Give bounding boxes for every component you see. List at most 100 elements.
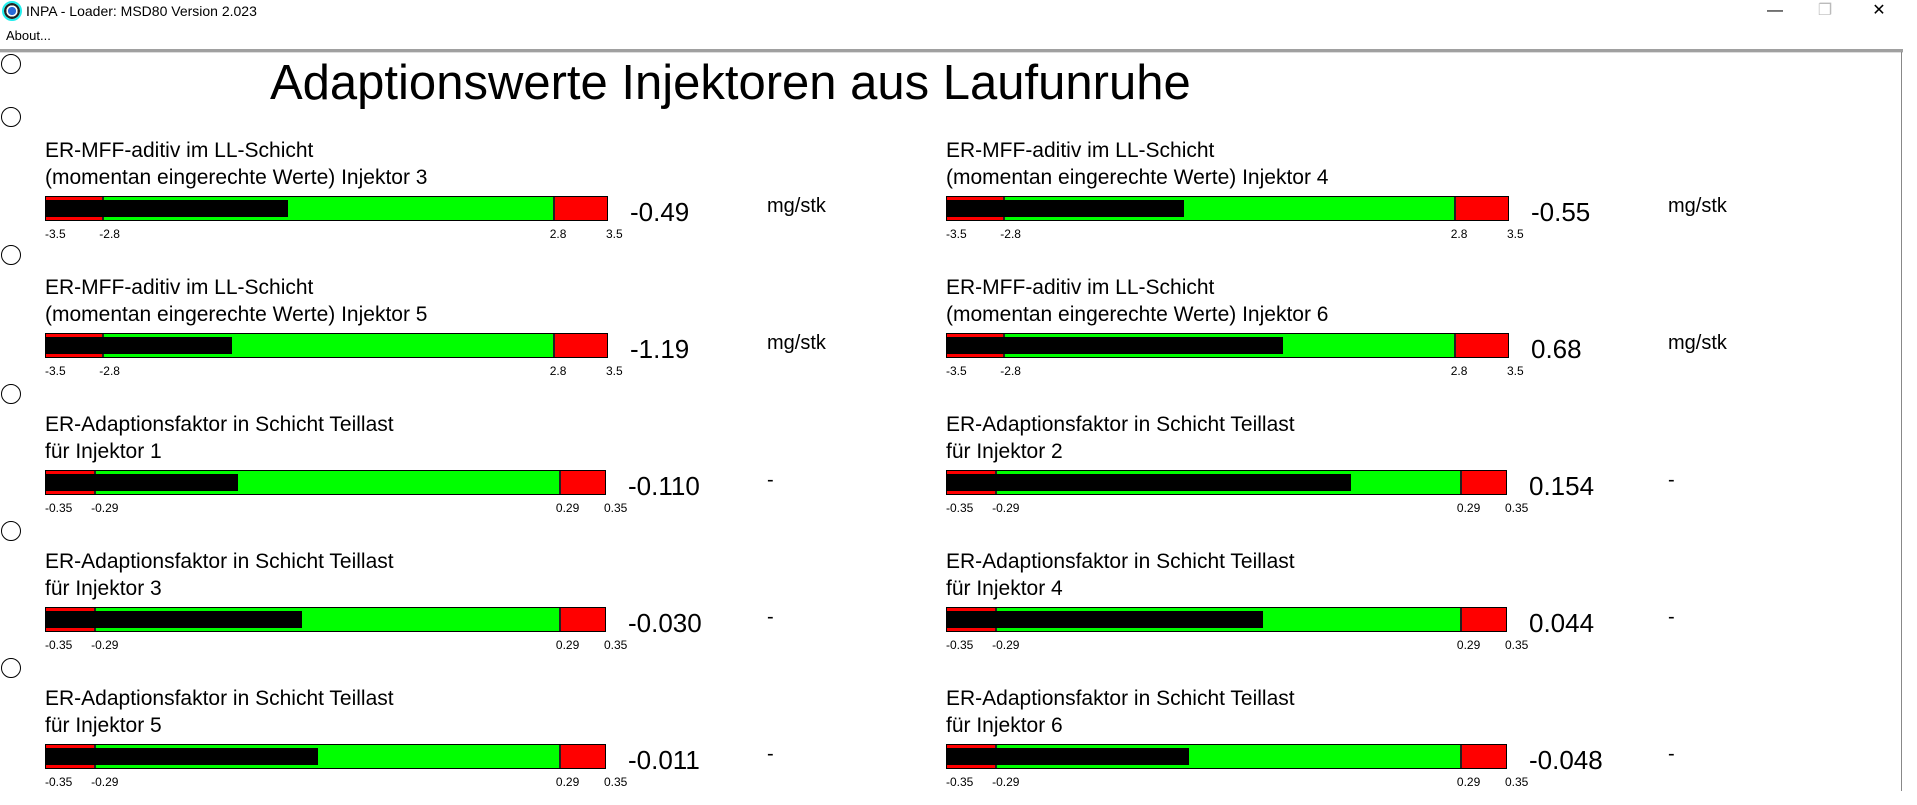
- gauge-unit: mg/stk: [767, 332, 826, 354]
- menu-bar: About...: [0, 24, 1917, 48]
- gauge-label-line2: für Injektor 6: [946, 714, 1063, 737]
- gauge-value: -0.048: [1529, 745, 1603, 775]
- gauge-injector: ER-MFF-aditiv im LL-Schicht (momentan ein…: [946, 137, 1846, 257]
- tick-label: 0.29: [1456, 775, 1481, 789]
- tick-label: -3.5: [45, 227, 66, 241]
- gauge-label: ER-MFF-aditiv im LL-Schicht (momentan ein…: [946, 274, 1328, 328]
- gauge-label-line1: ER-MFF-aditiv im LL-Schicht: [946, 139, 1215, 162]
- tick-label: 2.8: [1450, 364, 1468, 378]
- tick-label: 3.5: [1507, 227, 1524, 241]
- tick-label: 3.5: [1507, 364, 1524, 378]
- gauge-label-line2: (momentan eingerechte Werte) Injektor 3: [45, 166, 428, 189]
- tick-label: 2.8: [549, 227, 567, 241]
- gauge-value: -0.49: [630, 197, 690, 227]
- tick-label: -0.35: [946, 501, 974, 515]
- bmw-logo-icon: [2, 1, 22, 21]
- gauge-bar: [45, 196, 608, 221]
- gauge-bar: [45, 744, 606, 769]
- page-title: Adaptionswerte Injektoren aus Laufunruhe: [270, 56, 1191, 110]
- gauge-injector: ER-Adaptionsfaktor in Schicht Teillast fü…: [946, 411, 1846, 531]
- tick-label: -2.8: [99, 364, 120, 378]
- gauge-label-line2: für Injektor 1: [45, 440, 162, 463]
- value-indicator: [46, 474, 239, 491]
- close-button[interactable]: ✕: [1872, 2, 1886, 19]
- high-limit-zone: [1453, 197, 1508, 220]
- gauge-label-line2: für Injektor 3: [45, 577, 162, 600]
- radio-button[interactable]: [1, 245, 21, 265]
- gauge-injector: ER-MFF-aditiv im LL-Schicht (momentan ein…: [45, 137, 945, 257]
- gauge-bar: [946, 470, 1507, 495]
- value-indicator: [947, 337, 1284, 354]
- gauge-injector: ER-Adaptionsfaktor in Schicht Teillast fü…: [946, 548, 1846, 668]
- high-limit-zone: [1459, 745, 1506, 768]
- restore-button[interactable]: ❐: [1817, 2, 1833, 19]
- tick-label: 0.35: [604, 501, 628, 515]
- gauge-label: ER-Adaptionsfaktor in Schicht Teillast fü…: [946, 548, 1295, 602]
- gauge-label-line2: (momentan eingerechte Werte) Injektor 5: [45, 303, 428, 326]
- radio-button[interactable]: [1, 658, 21, 678]
- gauge-unit: -: [767, 743, 774, 765]
- gauge-label-line1: ER-Adaptionsfaktor in Schicht Teillast: [946, 550, 1295, 573]
- gauge-value: -0.011: [628, 745, 700, 775]
- gauge-bar: [45, 333, 608, 358]
- menu-about[interactable]: About...: [6, 28, 51, 43]
- gauge-bar: [946, 333, 1509, 358]
- tick-label: 0.35: [1505, 501, 1529, 515]
- radio-button[interactable]: [1, 384, 21, 404]
- high-limit-zone: [558, 608, 605, 631]
- tick-label: -3.5: [946, 364, 967, 378]
- tick-label: -3.5: [946, 227, 967, 241]
- value-indicator: [947, 474, 1351, 491]
- gauge-label-line1: ER-Adaptionsfaktor in Schicht Teillast: [946, 687, 1295, 710]
- gauge-bar: [946, 744, 1507, 769]
- gauge-label-line2: (momentan eingerechte Werte) Injektor 6: [946, 303, 1329, 326]
- high-limit-zone: [1459, 471, 1506, 494]
- gauge-value: -1.19: [630, 334, 690, 364]
- gauge-label-line1: ER-Adaptionsfaktor in Schicht Teillast: [45, 413, 394, 436]
- gauge-injector: ER-Adaptionsfaktor in Schicht Teillast fü…: [45, 685, 945, 805]
- gauge-injector: ER-Adaptionsfaktor in Schicht Teillast fü…: [946, 685, 1846, 805]
- value-indicator: [46, 337, 232, 354]
- gauge-unit: mg/stk: [767, 195, 826, 217]
- gauge-label-line1: ER-Adaptionsfaktor in Schicht Teillast: [946, 413, 1295, 436]
- gauge-label-line1: ER-MFF-aditiv im LL-Schicht: [45, 139, 314, 162]
- tick-label: -0.29: [91, 775, 119, 789]
- window-title: INPA - Loader: MSD80 Version 2.023: [26, 3, 257, 19]
- value-indicator: [947, 611, 1263, 628]
- value-indicator: [947, 748, 1190, 765]
- gauge-injector: ER-Adaptionsfaktor in Schicht Teillast fü…: [45, 411, 945, 531]
- high-limit-zone: [552, 334, 607, 357]
- tick-label: 0.29: [1456, 638, 1481, 652]
- gauge-label-line2: für Injektor 2: [946, 440, 1063, 463]
- tick-label: 3.5: [606, 364, 623, 378]
- gauge-label-line2: (momentan eingerechte Werte) Injektor 4: [946, 166, 1329, 189]
- window-border: [1901, 52, 1902, 791]
- gauge-unit: -: [1668, 606, 1675, 628]
- gauge-label-line1: ER-MFF-aditiv im LL-Schicht: [45, 276, 314, 299]
- gauge-unit: -: [767, 469, 774, 491]
- gauge-unit: mg/stk: [1668, 195, 1727, 217]
- value-indicator: [46, 611, 303, 628]
- gauge-value: -0.030: [628, 608, 702, 638]
- tick-label: 3.5: [606, 227, 623, 241]
- minimize-button[interactable]: —: [1767, 2, 1783, 19]
- radio-button[interactable]: [1, 107, 21, 127]
- gauge-label: ER-Adaptionsfaktor in Schicht Teillast fü…: [45, 548, 394, 602]
- value-indicator: [46, 748, 318, 765]
- high-limit-zone: [552, 197, 607, 220]
- tick-label: 0.29: [555, 775, 580, 789]
- tick-label: -0.29: [992, 775, 1020, 789]
- gauge-label: ER-MFF-aditiv im LL-Schicht (momentan ein…: [45, 137, 427, 191]
- gauge-unit: -: [767, 606, 774, 628]
- tick-label: 2.8: [1450, 227, 1468, 241]
- gauge-label-line2: für Injektor 5: [45, 714, 162, 737]
- tick-label: -0.29: [992, 638, 1020, 652]
- radio-button[interactable]: [1, 521, 21, 541]
- radio-button[interactable]: [1, 54, 21, 74]
- tick-label: 0.35: [604, 638, 628, 652]
- gauge-bar: [946, 607, 1507, 632]
- gauge-unit: mg/stk: [1668, 332, 1727, 354]
- gauge-label: ER-Adaptionsfaktor in Schicht Teillast fü…: [946, 411, 1295, 465]
- title-bar: INPA - Loader: MSD80 Version 2.023 — ❐ ✕: [0, 0, 1917, 24]
- gauge-value: 0.68: [1531, 334, 1582, 364]
